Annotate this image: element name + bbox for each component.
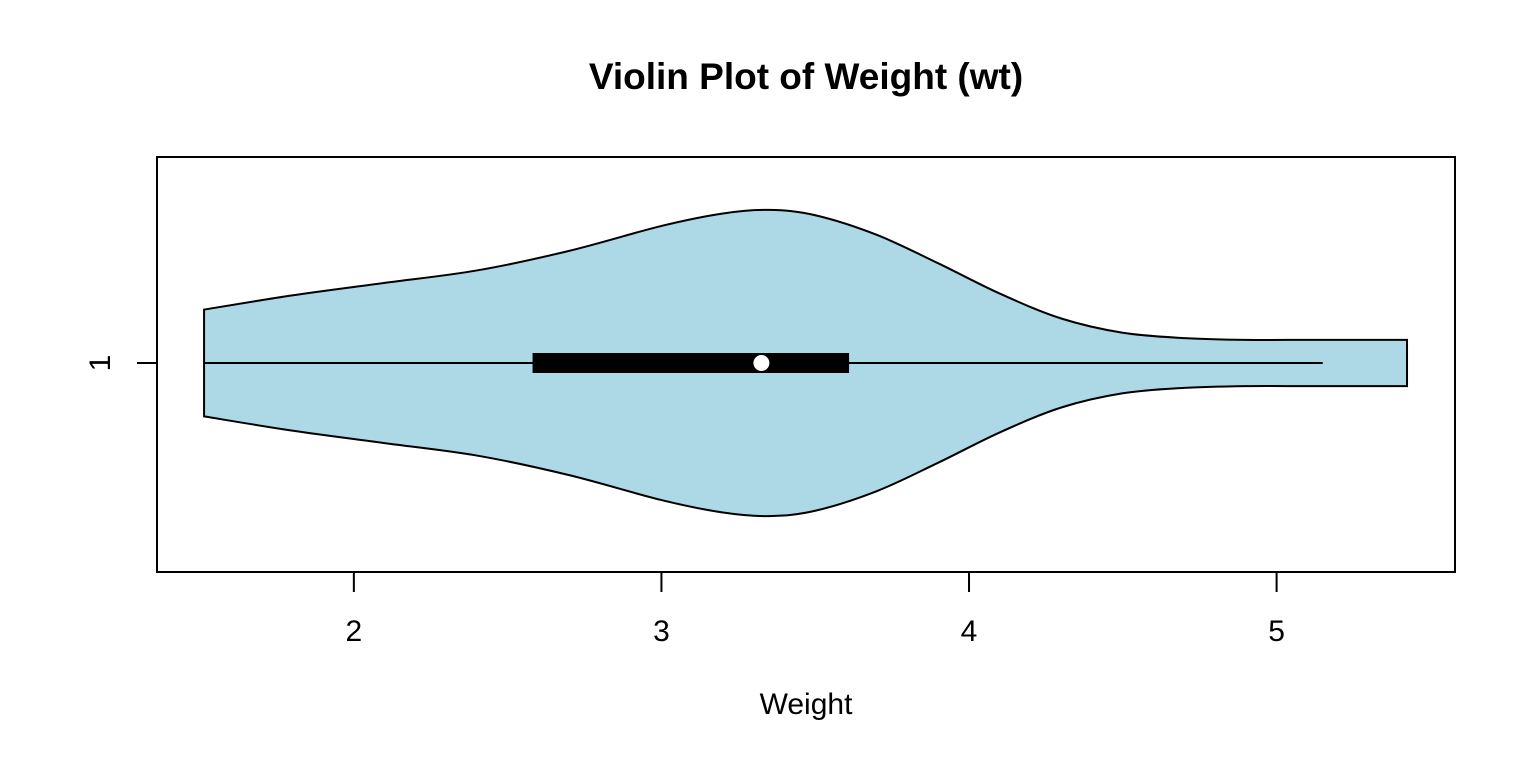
x-tick-label: 2 <box>346 615 363 648</box>
x-axis: 2 3 4 5 <box>346 572 1285 648</box>
y-tick-label: 1 <box>84 355 117 372</box>
x-tick-label: 3 <box>653 615 670 648</box>
x-tick-label: 4 <box>961 615 978 648</box>
chart-title: Violin Plot of Weight (wt) <box>588 56 1024 97</box>
iqr-box <box>532 353 850 373</box>
x-axis-label: Weight <box>759 688 853 721</box>
violin-group <box>203 208 1409 518</box>
median-point <box>753 355 770 371</box>
x-tick-label: 5 <box>1268 615 1285 648</box>
y-axis: 1 <box>84 355 157 372</box>
plot-frame <box>156 156 1456 573</box>
